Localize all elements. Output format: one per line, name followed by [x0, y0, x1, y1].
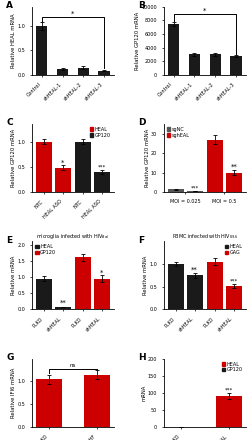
Bar — [36, 279, 52, 309]
Legend: sgNC, sghEAL: sgNC, sghEAL — [167, 126, 190, 138]
Bar — [230, 56, 242, 75]
Y-axis label: Relative HEAL mRNA: Relative HEAL mRNA — [11, 13, 16, 68]
Text: D: D — [138, 118, 146, 128]
Y-axis label: Relative mRNA: Relative mRNA — [143, 256, 148, 295]
Bar — [84, 374, 110, 427]
Text: F: F — [138, 236, 144, 245]
Text: ***: *** — [230, 279, 238, 283]
Text: C: C — [6, 118, 13, 128]
Bar — [55, 307, 71, 309]
Bar — [78, 67, 89, 75]
Bar — [226, 286, 242, 309]
Bar — [57, 69, 68, 75]
Legend: HEAL, GP120: HEAL, GP120 — [35, 244, 57, 256]
Bar — [55, 168, 71, 192]
Y-axis label: Relative IFI6 mRNA: Relative IFI6 mRNA — [11, 367, 16, 418]
Text: ***: *** — [225, 388, 233, 393]
Text: *: * — [100, 269, 104, 275]
Title: microglia infected with HIV$_{Bal}$: microglia infected with HIV$_{Bal}$ — [36, 232, 110, 241]
Bar — [36, 142, 52, 192]
Legend: HEAL, GP120: HEAL, GP120 — [89, 126, 111, 138]
Y-axis label: Relative mRNA: Relative mRNA — [11, 256, 16, 295]
Bar — [189, 55, 200, 75]
Y-axis label: Relative GP120 mRNA: Relative GP120 mRNA — [11, 129, 16, 187]
Bar — [210, 55, 221, 75]
Text: **: ** — [230, 164, 237, 170]
Y-axis label: mRNA: mRNA — [141, 385, 146, 401]
Y-axis label: Relative GP120 mRNA: Relative GP120 mRNA — [145, 129, 150, 187]
Text: *: * — [203, 7, 207, 14]
Text: A: A — [6, 1, 13, 10]
Text: ns: ns — [70, 363, 76, 368]
Text: *: * — [71, 11, 75, 17]
Legend: HEAL, GP120: HEAL, GP120 — [221, 361, 243, 373]
Text: **: ** — [60, 300, 66, 305]
Bar — [187, 275, 203, 309]
Bar — [168, 189, 184, 192]
Text: ***: *** — [98, 165, 106, 169]
Bar — [216, 396, 242, 427]
Bar — [36, 379, 62, 427]
Bar — [75, 257, 91, 309]
Title: PBMC infected with HIV$_{89.6}$: PBMC infected with HIV$_{89.6}$ — [172, 232, 238, 241]
Text: **: ** — [191, 267, 198, 273]
Bar — [226, 172, 242, 192]
Text: *: * — [61, 159, 64, 165]
Bar — [98, 71, 110, 75]
Bar — [207, 139, 223, 192]
Bar — [207, 262, 223, 309]
Bar — [94, 279, 110, 309]
Bar — [187, 191, 203, 192]
Legend: HEAL, GAG: HEAL, GAG — [224, 244, 243, 256]
Bar — [168, 24, 179, 75]
Bar — [168, 264, 184, 309]
Text: E: E — [6, 236, 12, 245]
Bar — [36, 26, 47, 75]
Text: B: B — [138, 1, 145, 10]
Text: H: H — [138, 353, 146, 362]
Bar — [94, 172, 110, 192]
Text: ***: *** — [190, 186, 199, 191]
Y-axis label: Relative GP120 mRNA: Relative GP120 mRNA — [135, 11, 140, 70]
Bar — [75, 142, 91, 192]
Text: G: G — [6, 353, 14, 362]
